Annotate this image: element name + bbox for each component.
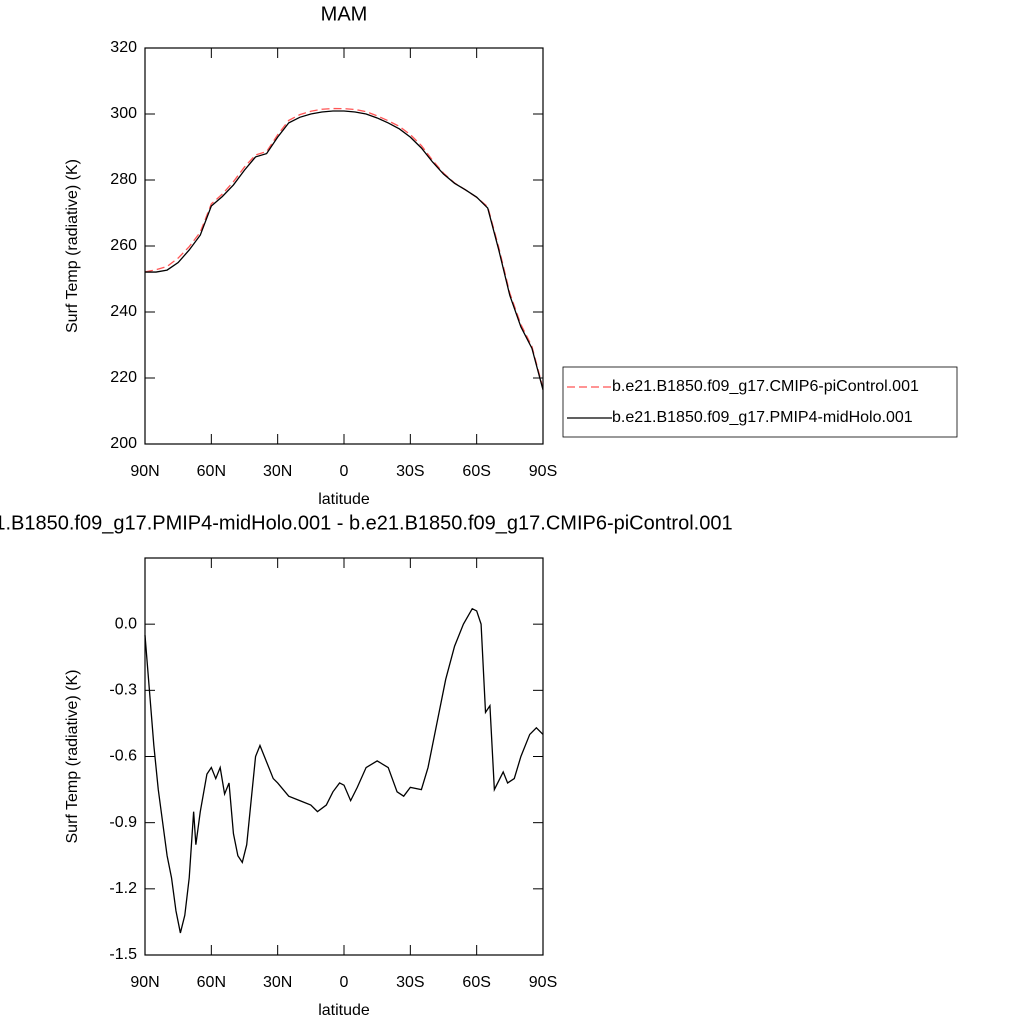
x-tick-label: 90S [529,463,557,480]
x-tick-label: 90N [130,463,159,480]
legend-label: b.e21.B1850.f09_g17.CMIP6-piControl.001 [612,378,919,395]
x-tick-label: 30N [263,974,292,991]
x-tick-label: 30S [396,974,424,991]
x-tick-label: 0 [340,974,349,991]
x-tick-label: 60N [197,974,226,991]
x-tick-label: 90S [529,974,557,991]
y-tick-label: 220 [110,369,137,386]
y-tick-label: 200 [110,435,137,452]
y-tick-label: -1.5 [109,946,137,963]
x-tick-label: 90N [130,974,159,991]
x-tick-label: 60N [197,463,226,480]
y-tick-label: -1.2 [109,880,137,897]
data-line [144,607,544,934]
y-tick-label: -0.6 [109,748,137,765]
legend-label: b.e21.B1850.f09_g17.PMIP4-midHolo.001 [612,409,913,426]
y-tick-label: 0.0 [115,615,137,632]
data-line [144,107,544,389]
x-tick-label: 60S [462,463,490,480]
y-axis-label: Surf Temp (radiative) (K) [64,159,81,333]
x-tick-label: 60S [462,974,490,991]
x-tick-label: 30S [396,463,424,480]
plot-frame [144,557,544,956]
y-tick-label: -0.3 [109,682,137,699]
y-tick-label: 300 [110,105,137,122]
x-axis-label: latitude [318,1002,370,1019]
y-axis-label: Surf Temp (radiative) (K) [64,670,81,844]
plot-frame [144,47,544,445]
chart-title: MAM [321,3,368,25]
chart-title: b.e21.B1850.f09_g17.PMIP4-midHolo.001 - … [0,512,733,534]
data-line [145,110,544,391]
x-tick-label: 0 [340,463,349,480]
y-tick-label: -0.9 [109,814,137,831]
y-tick-label: 320 [110,39,137,56]
y-tick-label: 240 [110,303,137,320]
y-tick-label: 280 [110,171,137,188]
x-tick-label: 30N [263,463,292,480]
x-axis-label: latitude [318,491,370,508]
y-tick-label: 260 [110,237,137,254]
legend-box [562,366,958,438]
